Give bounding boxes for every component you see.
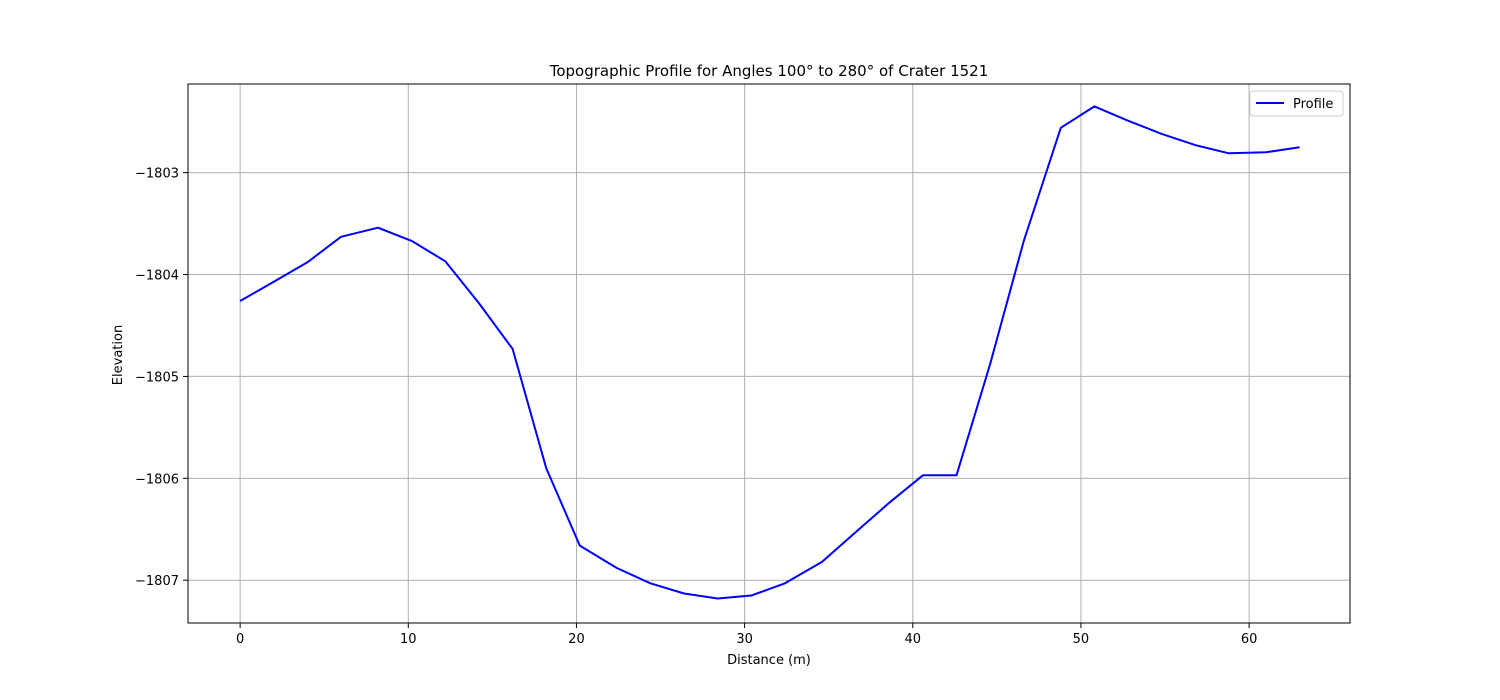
series-layer — [239, 105, 1301, 600]
x-tick-label: 60 — [1241, 632, 1258, 647]
data-point — [1194, 144, 1197, 147]
x-axis-ticks: 0 10 20 30 40 50 60 — [236, 623, 1257, 647]
data-point — [545, 467, 548, 470]
data-point — [649, 582, 652, 585]
data-point — [921, 474, 924, 477]
data-point — [511, 347, 514, 350]
data-point — [340, 235, 343, 238]
data-point — [783, 582, 786, 585]
data-point — [854, 531, 857, 534]
data-point — [1264, 151, 1267, 154]
legend-box — [1249, 90, 1344, 117]
y-tick-label: −1806 — [135, 472, 179, 487]
x-axis-title: Distance (m) — [727, 653, 811, 668]
x-tick-label: 20 — [568, 632, 585, 647]
y-axis-title: Elevation — [111, 325, 126, 385]
data-point — [410, 239, 413, 242]
data-point — [888, 501, 891, 504]
chart-title: Topographic Profile for Angles 100° to 2… — [549, 62, 989, 80]
x-tick-label: 40 — [905, 632, 922, 647]
y-tick-label: −1805 — [135, 370, 179, 385]
grid-lines — [188, 84, 1350, 623]
x-tick-label: 10 — [400, 632, 417, 647]
data-point — [1059, 126, 1062, 129]
data-point — [444, 260, 447, 263]
plot-frame — [187, 83, 1351, 624]
plot-area — [188, 84, 1350, 623]
data-point — [989, 363, 992, 366]
data-point — [1022, 239, 1025, 242]
y-tick-label: −1804 — [135, 269, 179, 284]
legend-label-profile: Profile — [1293, 97, 1333, 112]
data-point — [683, 592, 686, 595]
data-point — [477, 302, 480, 305]
data-point — [1093, 105, 1096, 108]
data-point — [1127, 119, 1130, 122]
data-point — [955, 474, 958, 477]
data-point — [239, 300, 242, 303]
data-point — [615, 566, 618, 569]
series-line-profile — [239, 105, 1300, 600]
data-point — [716, 597, 719, 600]
y-tick-label: −1803 — [135, 167, 179, 182]
data-point — [750, 594, 753, 597]
y-axis-ticks: −1803 −1804 −1805 −1806 −1807 — [135, 167, 188, 589]
legend: Profile — [1249, 90, 1344, 117]
y-tick-label: −1807 — [135, 574, 179, 589]
data-point — [1160, 132, 1163, 135]
data-point — [820, 560, 823, 563]
data-point — [578, 544, 581, 547]
data-point — [306, 261, 309, 264]
x-tick-label: 30 — [736, 632, 753, 647]
data-point — [1227, 152, 1230, 155]
data-point — [377, 226, 380, 229]
x-tick-label: 0 — [236, 632, 244, 647]
data-point — [1298, 146, 1301, 149]
data-point — [272, 280, 275, 283]
x-tick-label: 50 — [1073, 632, 1090, 647]
